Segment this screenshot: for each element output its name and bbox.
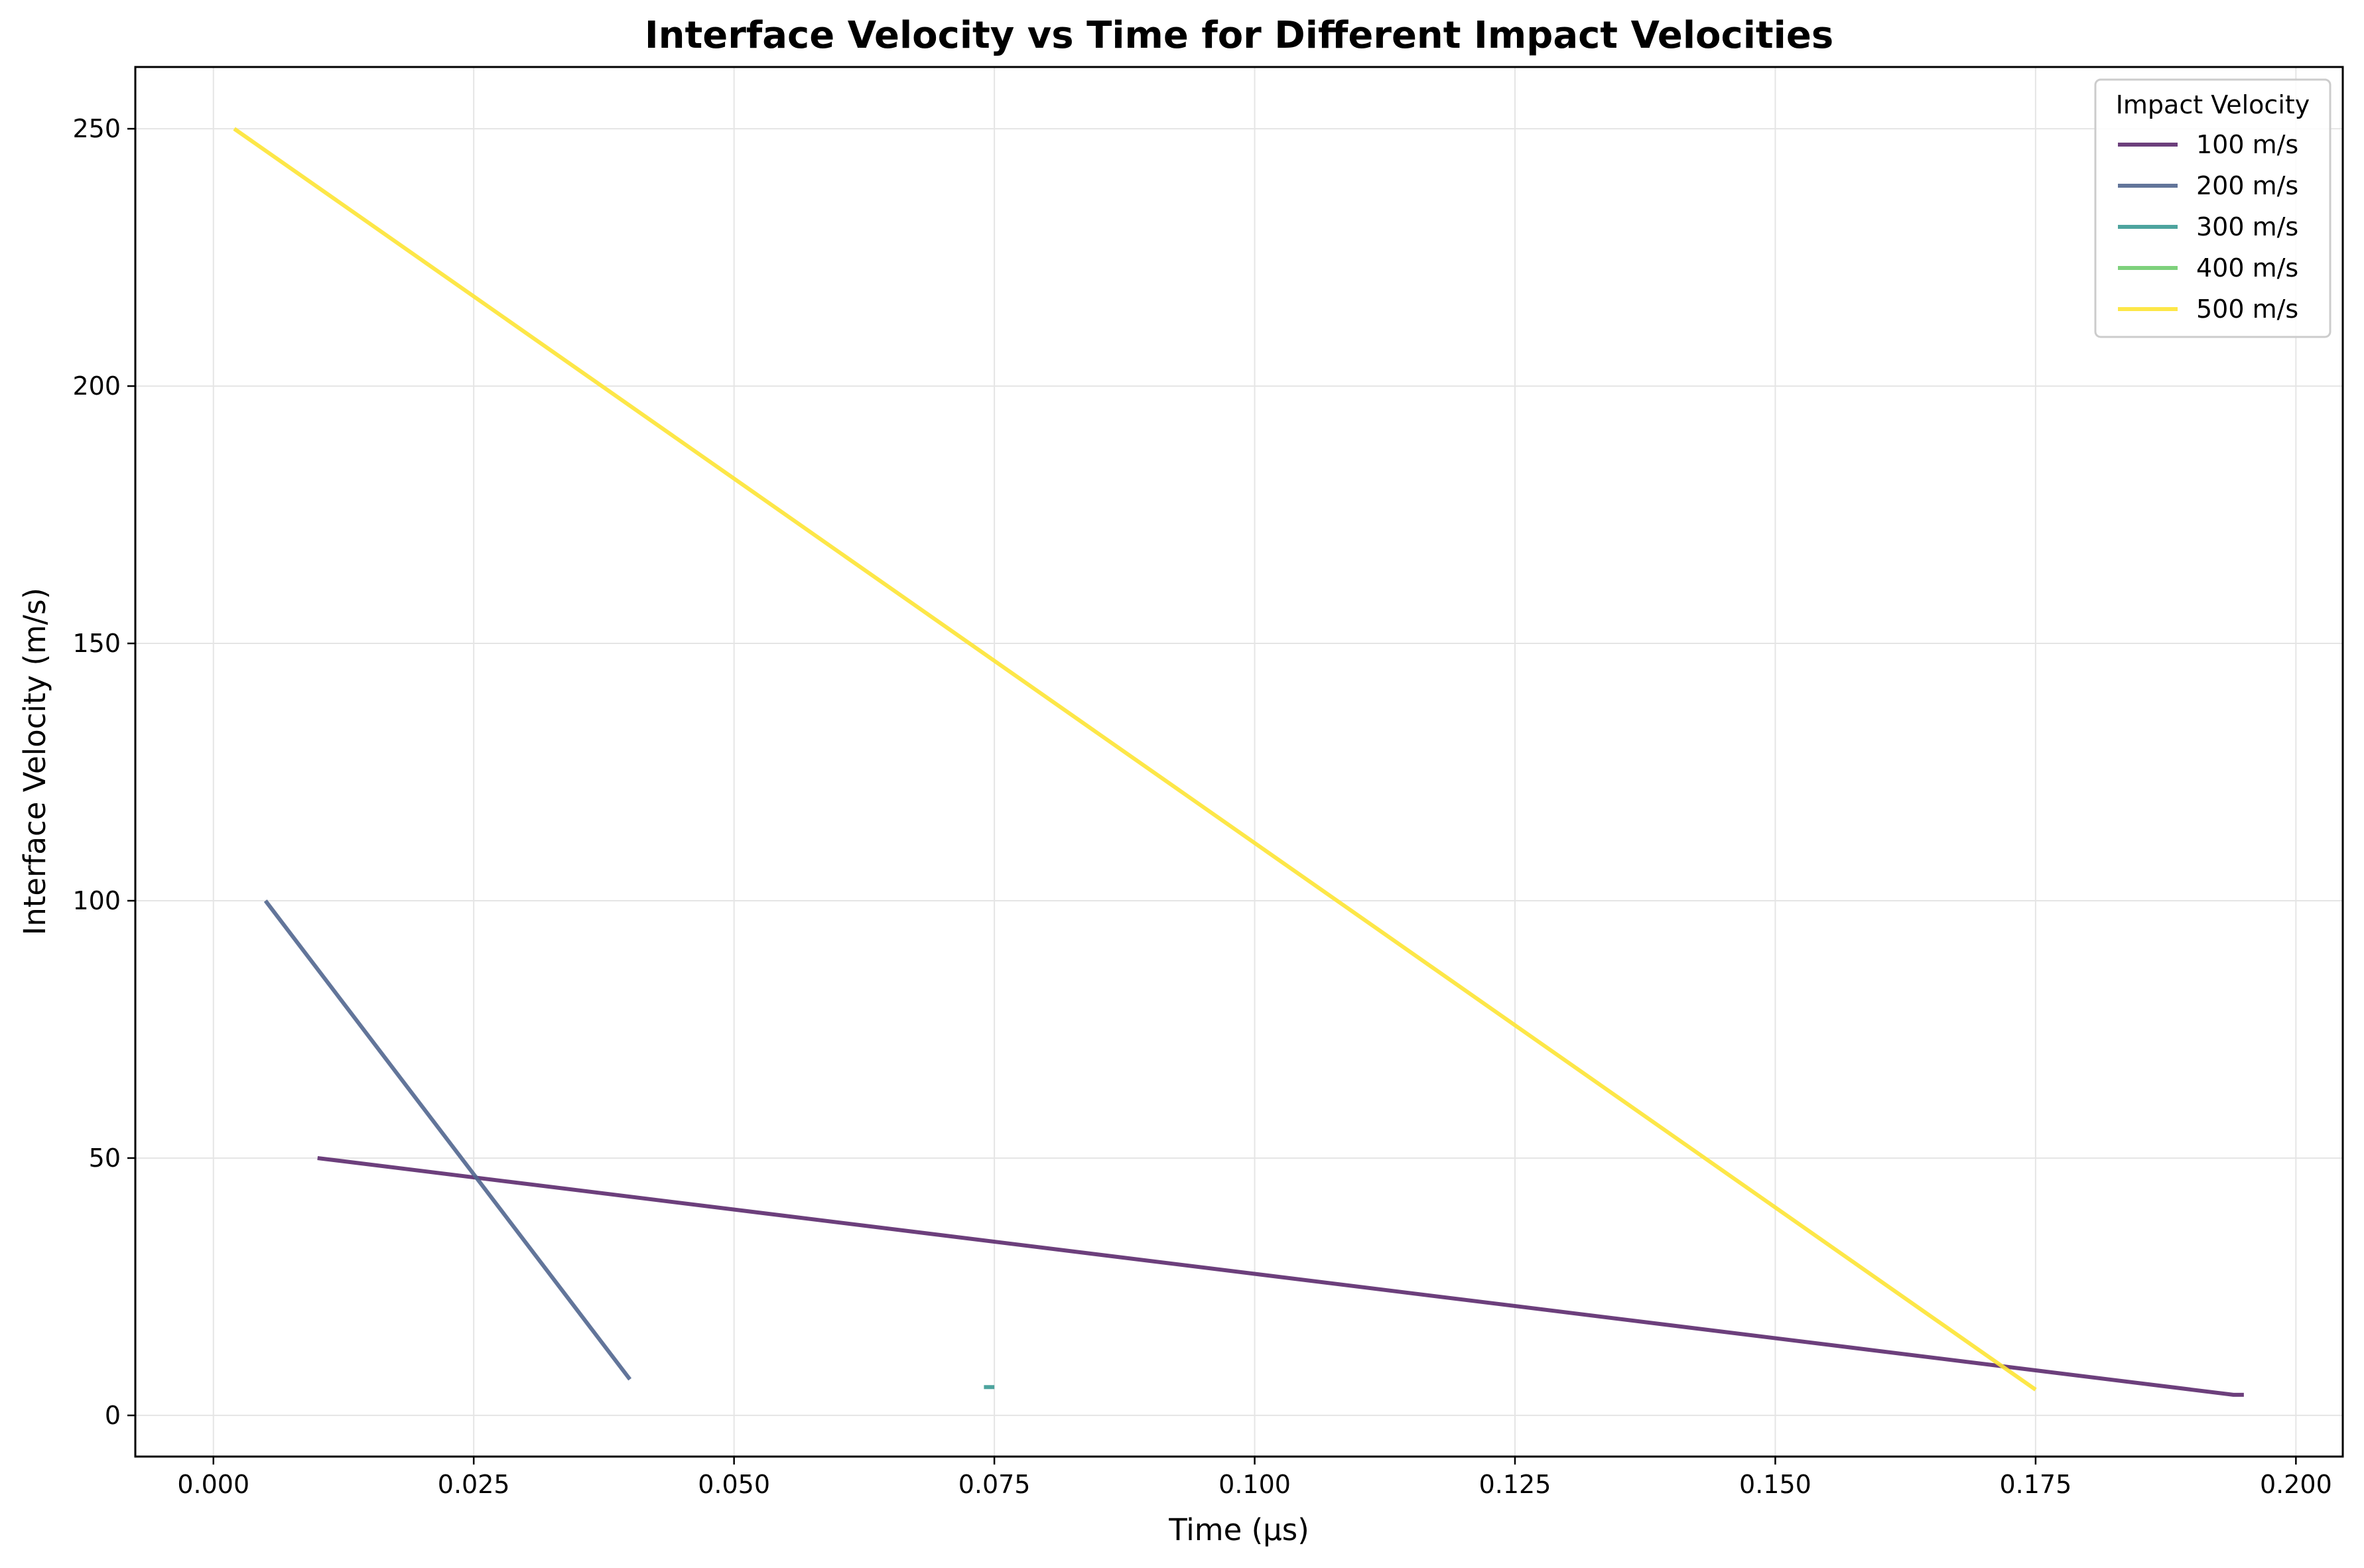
series-line-500-m-s — [233, 127, 2037, 1392]
x-tick-label: 0.175 — [2000, 1470, 2072, 1499]
x-tick-label: 0.100 — [1218, 1470, 1291, 1499]
series-line-100-m-s — [317, 1155, 2244, 1397]
y-tick-label: 150 — [72, 629, 121, 658]
x-tick-label: 0.125 — [1479, 1470, 1551, 1499]
legend: Impact Velocity 100 m/s 200 m/s 300 m/s 400… — [2094, 78, 2331, 338]
y-tick-label: 0 — [105, 1401, 121, 1430]
legend-label: 400 m/s — [2196, 253, 2298, 283]
series-lines — [233, 127, 2244, 1397]
axis-ticks: 0.000 0.025 0.050 0.075 0.100 0.125 0.150 0.175… — [72, 114, 2331, 1499]
y-tick-label: 200 — [72, 371, 121, 401]
y-tick-label: 250 — [72, 114, 121, 143]
plot-area-frame — [134, 66, 2344, 1458]
x-tick-label: 0.200 — [2260, 1470, 2332, 1499]
x-tick-label: 0.150 — [1739, 1470, 1811, 1499]
y-tick-label: 50 — [89, 1143, 121, 1173]
legend-label: 500 m/s — [2196, 294, 2298, 324]
x-tick-label: 0.025 — [438, 1470, 510, 1499]
x-axis-title: Time (µs) — [1168, 1512, 1309, 1547]
grid-lines — [135, 67, 2343, 1457]
legend-label: 100 m/s — [2196, 130, 2298, 159]
x-tick-label: 0.000 — [177, 1470, 249, 1499]
legend-label: 200 m/s — [2196, 171, 2298, 200]
y-tick-label: 100 — [72, 886, 121, 915]
series-line-200-m-s — [263, 899, 632, 1381]
chart-title: Interface Velocity vs Time for Different… — [645, 14, 1833, 57]
legend-entries: 100 m/s 200 m/s 300 m/s 400 m/s 500 m/s — [2118, 130, 2298, 324]
x-tick-label: 0.050 — [698, 1470, 770, 1499]
y-axis-title: Interface Velocity (m/s) — [17, 588, 52, 935]
x-tick-label: 0.075 — [958, 1470, 1031, 1499]
legend-title: Impact Velocity — [2116, 90, 2310, 119]
legend-label: 300 m/s — [2196, 212, 2298, 241]
